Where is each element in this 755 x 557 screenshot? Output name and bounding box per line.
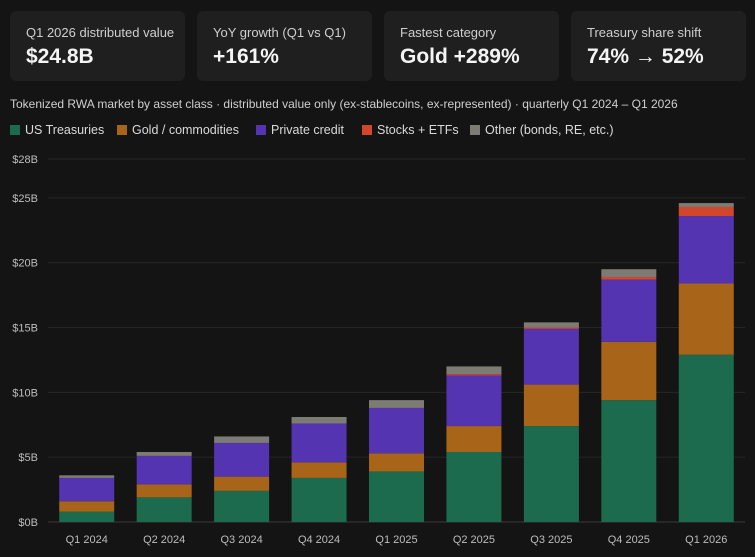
bar-segment	[214, 436, 270, 443]
x-tick-label: Q2 2024	[143, 534, 185, 546]
kpi-label: Treasury share shift	[587, 25, 702, 40]
x-tick-label: Q2 2025	[453, 534, 495, 546]
x-tick-label: Q3 2024	[221, 534, 263, 546]
x-tick-label: Q1 2024	[66, 534, 108, 546]
kpi-row: Q1 2026 distributed value $24.8B YoY gro…	[10, 11, 746, 81]
y-tick-label: $25B	[12, 193, 38, 205]
bar-segment	[523, 327, 579, 329]
legend-swatch	[10, 125, 20, 135]
y-tick-label: $20B	[12, 258, 38, 270]
legend-item-other: Other (bonds, RE, etc.)	[470, 123, 614, 137]
bar-segment	[446, 366, 502, 375]
bar-segment	[291, 477, 347, 522]
y-tick-label: $0B	[18, 517, 38, 529]
kpi-label: YoY growth (Q1 vs Q1)	[213, 25, 346, 40]
x-axis: Q1 2024 Q2 2024 Q3 2024 Q4 2024 Q1 2025 Q2 20…	[66, 534, 728, 546]
bar-segment	[369, 453, 424, 472]
bar-segment	[678, 206, 734, 217]
legend-label: Private credit	[271, 123, 344, 137]
bar-segment	[523, 328, 579, 385]
kpi-card-fastest-category: Fastest category Gold +289%	[384, 11, 559, 81]
legend-label: Other (bonds, RE, etc.)	[485, 123, 614, 137]
bar-segment	[369, 400, 424, 408]
legend-label: Stocks + ETFs	[377, 123, 459, 137]
x-tick-label: Q4 2024	[298, 534, 340, 546]
bar-segment	[446, 426, 502, 452]
legend-swatch	[117, 125, 127, 135]
bar-segment	[369, 407, 424, 454]
bar-segment	[601, 279, 657, 342]
legend-swatch	[256, 125, 266, 135]
bar-segment	[291, 462, 347, 478]
bar-segment	[59, 477, 115, 502]
bar-segment	[678, 354, 734, 522]
bar-segment	[136, 451, 192, 456]
kpi-card-yoy-growth: YoY growth (Q1 vs Q1) +161%	[197, 11, 372, 81]
kpi-value: 74% → 52%	[587, 45, 704, 68]
kpi-card-distributed-value: Q1 2026 distributed value $24.8B	[10, 11, 185, 81]
bar-segment	[523, 322, 579, 328]
kpi-value: +161%	[213, 45, 279, 68]
kpi-card-treasury-share-shift: Treasury share shift 74% → 52%	[571, 11, 746, 81]
x-tick-label: Q4 2025	[608, 534, 650, 546]
bar-segment	[678, 283, 734, 355]
y-axis: $0B $5B $10B $15B $20B $25B $28B	[12, 154, 38, 529]
y-tick-label: $28B	[12, 154, 38, 166]
bar-segment	[291, 423, 347, 463]
bar-segment	[59, 475, 115, 478]
bar-segment	[136, 455, 192, 485]
bar-segment	[136, 497, 192, 522]
kpi-label: Fastest category	[400, 25, 497, 40]
bar-segment	[678, 203, 734, 207]
y-tick-label: $10B	[12, 387, 38, 399]
bar-segment	[214, 476, 270, 491]
bar-segment	[214, 442, 270, 477]
kpi-value: $24.8B	[26, 45, 94, 68]
chart-bars	[59, 203, 734, 522]
bar-segment	[369, 471, 424, 522]
legend-label: Gold / commodities	[132, 123, 239, 137]
bar-segment	[59, 501, 115, 512]
x-tick-label: Q3 2025	[530, 534, 572, 546]
bar-segment	[523, 426, 579, 522]
bar-segment	[523, 384, 579, 427]
bar-segment	[291, 416, 347, 424]
bar-segment	[446, 451, 502, 522]
bar-segment	[136, 484, 192, 498]
legend-item-private-credit: Private credit	[256, 123, 344, 137]
legend-label: US Treasuries	[25, 123, 105, 137]
stacked-bar-chart: $0B $5B $10B $15B $20B $25B $28B Q1 2024 Q2 202…	[12, 154, 745, 546]
bar-segment	[59, 511, 115, 522]
legend-swatch	[470, 125, 480, 135]
legend-item-stocks-etfs: Stocks + ETFs	[362, 123, 459, 137]
legend-item-us-treasuries: US Treasuries	[10, 123, 104, 137]
bar-segment	[446, 374, 502, 376]
bar-segment	[601, 400, 657, 522]
bar-segment	[214, 490, 270, 522]
y-tick-label: $15B	[12, 323, 38, 335]
legend-swatch	[362, 125, 372, 135]
kpi-label: Q1 2026 distributed value	[26, 25, 175, 40]
x-tick-label: Q1 2025	[375, 534, 417, 546]
chart-subtitle: Tokenized RWA market by asset class · di…	[10, 97, 678, 111]
y-tick-label: $5B	[18, 452, 38, 464]
legend-item-gold: Gold / commodities	[117, 123, 239, 137]
bar-segment	[678, 216, 734, 284]
bar-segment	[601, 341, 657, 401]
bar-segment	[601, 276, 657, 280]
x-tick-label: Q1 2026	[685, 534, 727, 546]
bar-segment	[446, 375, 502, 427]
kpi-value: Gold +289%	[400, 45, 520, 68]
bar-segment	[601, 269, 657, 277]
